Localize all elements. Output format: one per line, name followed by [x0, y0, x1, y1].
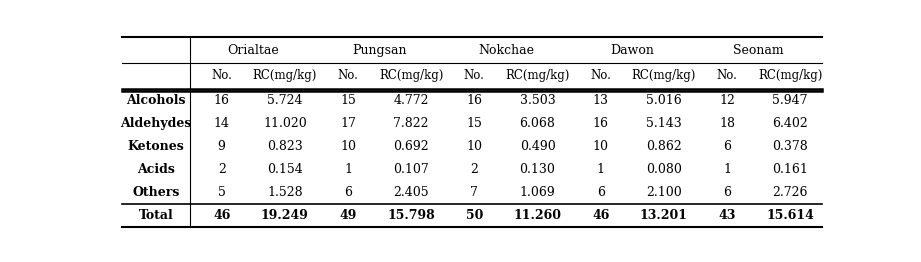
Text: 1.528: 1.528: [267, 186, 303, 199]
Text: 14: 14: [214, 117, 229, 130]
Text: 2: 2: [471, 163, 478, 176]
Text: 10: 10: [466, 140, 483, 153]
Text: 5.724: 5.724: [267, 94, 303, 107]
Text: 5.143: 5.143: [646, 117, 682, 130]
Text: 49: 49: [339, 209, 356, 222]
Text: 6.068: 6.068: [519, 117, 555, 130]
Text: 17: 17: [340, 117, 356, 130]
Text: 50: 50: [466, 209, 483, 222]
Text: 5: 5: [217, 186, 226, 199]
Text: 4.772: 4.772: [393, 94, 429, 107]
Text: 2.100: 2.100: [646, 186, 682, 199]
Text: 13: 13: [593, 94, 609, 107]
Text: Others: Others: [133, 186, 180, 199]
Text: Orialtae: Orialtae: [227, 44, 279, 57]
Text: No.: No.: [717, 69, 738, 82]
Text: 6: 6: [723, 140, 731, 153]
Text: RC(mg/kg): RC(mg/kg): [252, 69, 317, 82]
Text: 0.154: 0.154: [267, 163, 303, 176]
Text: RC(mg/kg): RC(mg/kg): [758, 69, 822, 82]
Text: 15.798: 15.798: [388, 209, 435, 222]
Text: 19.249: 19.249: [261, 209, 309, 222]
Text: 16: 16: [593, 117, 609, 130]
Text: 6: 6: [597, 186, 605, 199]
Text: 11.260: 11.260: [514, 209, 562, 222]
Text: Total: Total: [139, 209, 173, 222]
Text: 7: 7: [471, 186, 478, 199]
Text: Ketones: Ketones: [128, 140, 184, 153]
Text: 0.823: 0.823: [267, 140, 303, 153]
Text: 15.614: 15.614: [766, 209, 814, 222]
Text: Pungsan: Pungsan: [353, 44, 407, 57]
Text: Alcohols: Alcohols: [126, 94, 186, 107]
Text: 9: 9: [217, 140, 226, 153]
Text: No.: No.: [211, 69, 232, 82]
Text: 2: 2: [217, 163, 226, 176]
Text: 10: 10: [593, 140, 609, 153]
Text: 13.201: 13.201: [640, 209, 688, 222]
Text: RC(mg/kg): RC(mg/kg): [632, 69, 696, 82]
Text: 0.862: 0.862: [646, 140, 682, 153]
Text: 16: 16: [466, 94, 483, 107]
Text: 6.402: 6.402: [773, 117, 808, 130]
Text: 1: 1: [723, 163, 731, 176]
Text: 5.016: 5.016: [646, 94, 682, 107]
Text: 5.947: 5.947: [773, 94, 808, 107]
Text: Seonam: Seonam: [733, 44, 784, 57]
Text: 0.490: 0.490: [519, 140, 555, 153]
Text: Acids: Acids: [137, 163, 175, 176]
Text: 46: 46: [213, 209, 230, 222]
Text: 0.080: 0.080: [646, 163, 682, 176]
Text: No.: No.: [590, 69, 612, 82]
Text: 2.726: 2.726: [773, 186, 808, 199]
Text: 15: 15: [466, 117, 483, 130]
Text: 1.069: 1.069: [519, 186, 555, 199]
Text: 12: 12: [719, 94, 735, 107]
Text: RC(mg/kg): RC(mg/kg): [379, 69, 443, 82]
Text: Aldehydes: Aldehydes: [121, 117, 192, 130]
Text: 11.020: 11.020: [263, 117, 307, 130]
Text: 0.692: 0.692: [393, 140, 429, 153]
Text: 10: 10: [340, 140, 356, 153]
Text: No.: No.: [338, 69, 358, 82]
Text: Nokchae: Nokchae: [478, 44, 534, 57]
Text: 6: 6: [723, 186, 731, 199]
Text: 16: 16: [214, 94, 229, 107]
Text: 0.161: 0.161: [772, 163, 808, 176]
Text: 2.405: 2.405: [393, 186, 429, 199]
Text: 0.378: 0.378: [773, 140, 808, 153]
Text: 43: 43: [718, 209, 736, 222]
Text: No.: No.: [464, 69, 484, 82]
Text: 3.503: 3.503: [519, 94, 555, 107]
Text: Dawon: Dawon: [611, 44, 654, 57]
Text: 1: 1: [344, 163, 352, 176]
Text: 18: 18: [719, 117, 735, 130]
Text: 0.107: 0.107: [393, 163, 429, 176]
Text: 46: 46: [592, 209, 610, 222]
Text: 6: 6: [344, 186, 352, 199]
Text: RC(mg/kg): RC(mg/kg): [506, 69, 570, 82]
Text: 0.130: 0.130: [519, 163, 555, 176]
Text: 7.822: 7.822: [393, 117, 429, 130]
Text: 15: 15: [340, 94, 356, 107]
Text: 1: 1: [597, 163, 605, 176]
